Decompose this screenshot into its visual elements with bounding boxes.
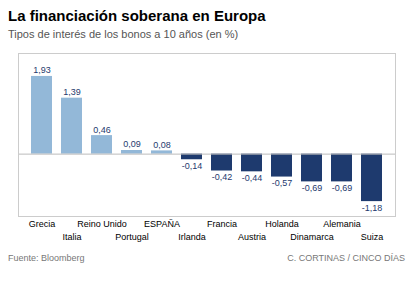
svg-text:0,08: 0,08 [153,140,171,150]
svg-text:Austria: Austria [238,232,266,242]
svg-text:Alemania: Alemania [323,219,361,229]
svg-text:-0,44: -0,44 [242,173,263,183]
svg-text:Holanda: Holanda [265,219,299,229]
svg-text:1,93: 1,93 [33,65,51,75]
html-text:C. CORTINAS / CINCO DÍAS: C. CORTINAS / CINCO DÍAS [287,253,405,263]
svg-text:Italia: Italia [62,232,81,242]
svg-text:1,39: 1,39 [63,87,81,97]
html-text:Tipos de interés de los bonos: Tipos de interés de los bonos a 10 años … [8,28,239,40]
svg-text:-0,42: -0,42 [212,172,233,182]
svg-text:0,46: 0,46 [93,125,111,135]
svg-text:-0,14: -0,14 [182,161,203,171]
svg-text:Grecia: Grecia [29,219,56,229]
svg-text:Dinamarca: Dinamarca [290,232,334,242]
svg-text:Francia: Francia [207,219,237,229]
html-text:Fuente: Bloomberg: Fuente: Bloomberg [8,253,85,263]
svg-text:0,09: 0,09 [123,139,141,149]
html-text:La financiación soberana en Eu: La financiación soberana en Europa [8,7,266,24]
svg-text:ESPAÑA: ESPAÑA [144,219,180,229]
svg-text:Suiza: Suiza [361,232,384,242]
svg-text:Portugal: Portugal [115,232,149,242]
svg-text:Reino Unido: Reino Unido [77,219,127,229]
svg-text:-0,57: -0,57 [272,178,293,188]
svg-text:-0,69: -0,69 [302,183,323,193]
svg-text:Irlanda: Irlanda [178,232,206,242]
svg-text:-0,69: -0,69 [332,183,353,193]
svg-text:-1,18: -1,18 [362,203,383,213]
